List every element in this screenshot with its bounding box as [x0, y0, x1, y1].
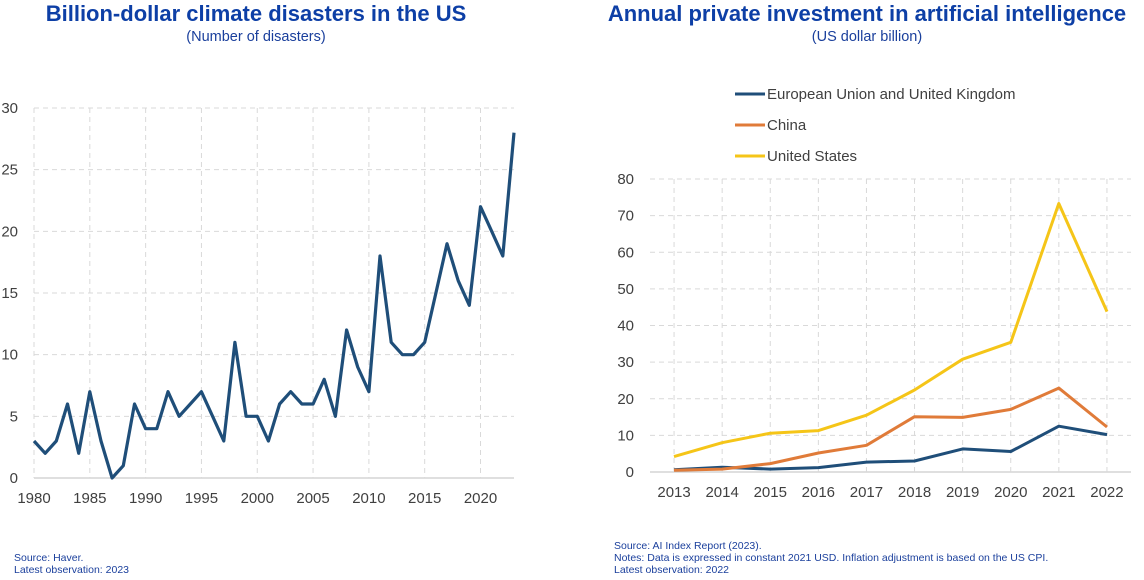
y-tick-label: 15 [1, 285, 18, 302]
series-line [673, 386, 1108, 472]
y-tick-label: 0 [626, 464, 634, 481]
y-tick-label: 80 [617, 171, 634, 188]
x-tick-label: 2000 [241, 490, 274, 507]
x-tick-label: 1980 [17, 490, 50, 507]
y-tick-label: 20 [1, 223, 18, 240]
source-line: Source: Haver. [14, 552, 84, 564]
left-chart-source: Source: Haver. Latest observation: 2023 [14, 552, 129, 576]
source-line: Latest observation: 2023 [14, 564, 129, 576]
y-tick-label: 60 [617, 244, 634, 261]
x-tick-label: 2017 [850, 484, 883, 501]
x-tick-label: 2018 [898, 484, 931, 501]
y-tick-label: 5 [10, 408, 18, 425]
x-tick-label: 2013 [657, 484, 690, 501]
x-tick-label: 2019 [946, 484, 979, 501]
series-line [673, 424, 1108, 472]
y-tick-label: 0 [10, 470, 18, 487]
right-chart-source: Source: AI Index Report (2023). Notes: D… [614, 540, 1048, 576]
right-chart-title: Annual private investment in artificial … [607, 1, 1127, 26]
y-tick-label: 50 [617, 281, 634, 298]
y-tick-label: 30 [1, 100, 18, 117]
x-tick-label: 1990 [129, 490, 162, 507]
legend-label: United States [767, 148, 857, 165]
y-tick-label: 70 [617, 208, 634, 225]
right-chart-subtitle: (US dollar billion) [811, 29, 923, 45]
y-tick-label: 10 [1, 347, 18, 364]
x-tick-label: 1995 [185, 490, 218, 507]
left-chart-subtitle: (Number of disasters) [186, 29, 326, 45]
x-tick-label: 2005 [296, 490, 329, 507]
left-chart-title: Billion-dollar climate disasters in the … [45, 1, 467, 26]
x-tick-label: 2015 [754, 484, 787, 501]
source-line: Source: AI Index Report (2023). [614, 540, 762, 552]
disasters-series-line [32, 132, 516, 480]
x-tick-label: 2021 [1042, 484, 1075, 501]
y-tick-label: 20 [617, 391, 634, 408]
x-tick-label: 2014 [705, 484, 738, 501]
legend-label: European Union and United Kingdom [767, 86, 1016, 103]
x-tick-label: 2016 [802, 484, 835, 501]
source-line: Notes: Data is expressed in constant 202… [614, 552, 1049, 564]
x-tick-label: 2022 [1090, 484, 1123, 501]
y-tick-label: 25 [1, 162, 18, 179]
y-tick-label: 40 [617, 318, 634, 335]
source-line: Latest observation: 2022 [614, 564, 729, 576]
x-tick-label: 2020 [464, 490, 497, 507]
y-tick-label: 10 [617, 427, 634, 444]
legend-label: China [767, 117, 807, 134]
series-line [673, 202, 1109, 459]
y-tick-label: 30 [617, 354, 634, 371]
climate-disasters-chart: 0 5 10 15 20 25 30 1980 1985 1990 1995 2000 2005 2010… [1, 100, 516, 507]
ai-investment-chart: 0 10 20 30 40 50 60 70 80 2013 2014 2015 2016 2017 201… [617, 86, 1131, 501]
x-tick-label: 2010 [352, 490, 385, 507]
x-tick-label: 2015 [408, 490, 441, 507]
x-tick-label: 1985 [73, 490, 106, 507]
x-tick-label: 2020 [994, 484, 1027, 501]
